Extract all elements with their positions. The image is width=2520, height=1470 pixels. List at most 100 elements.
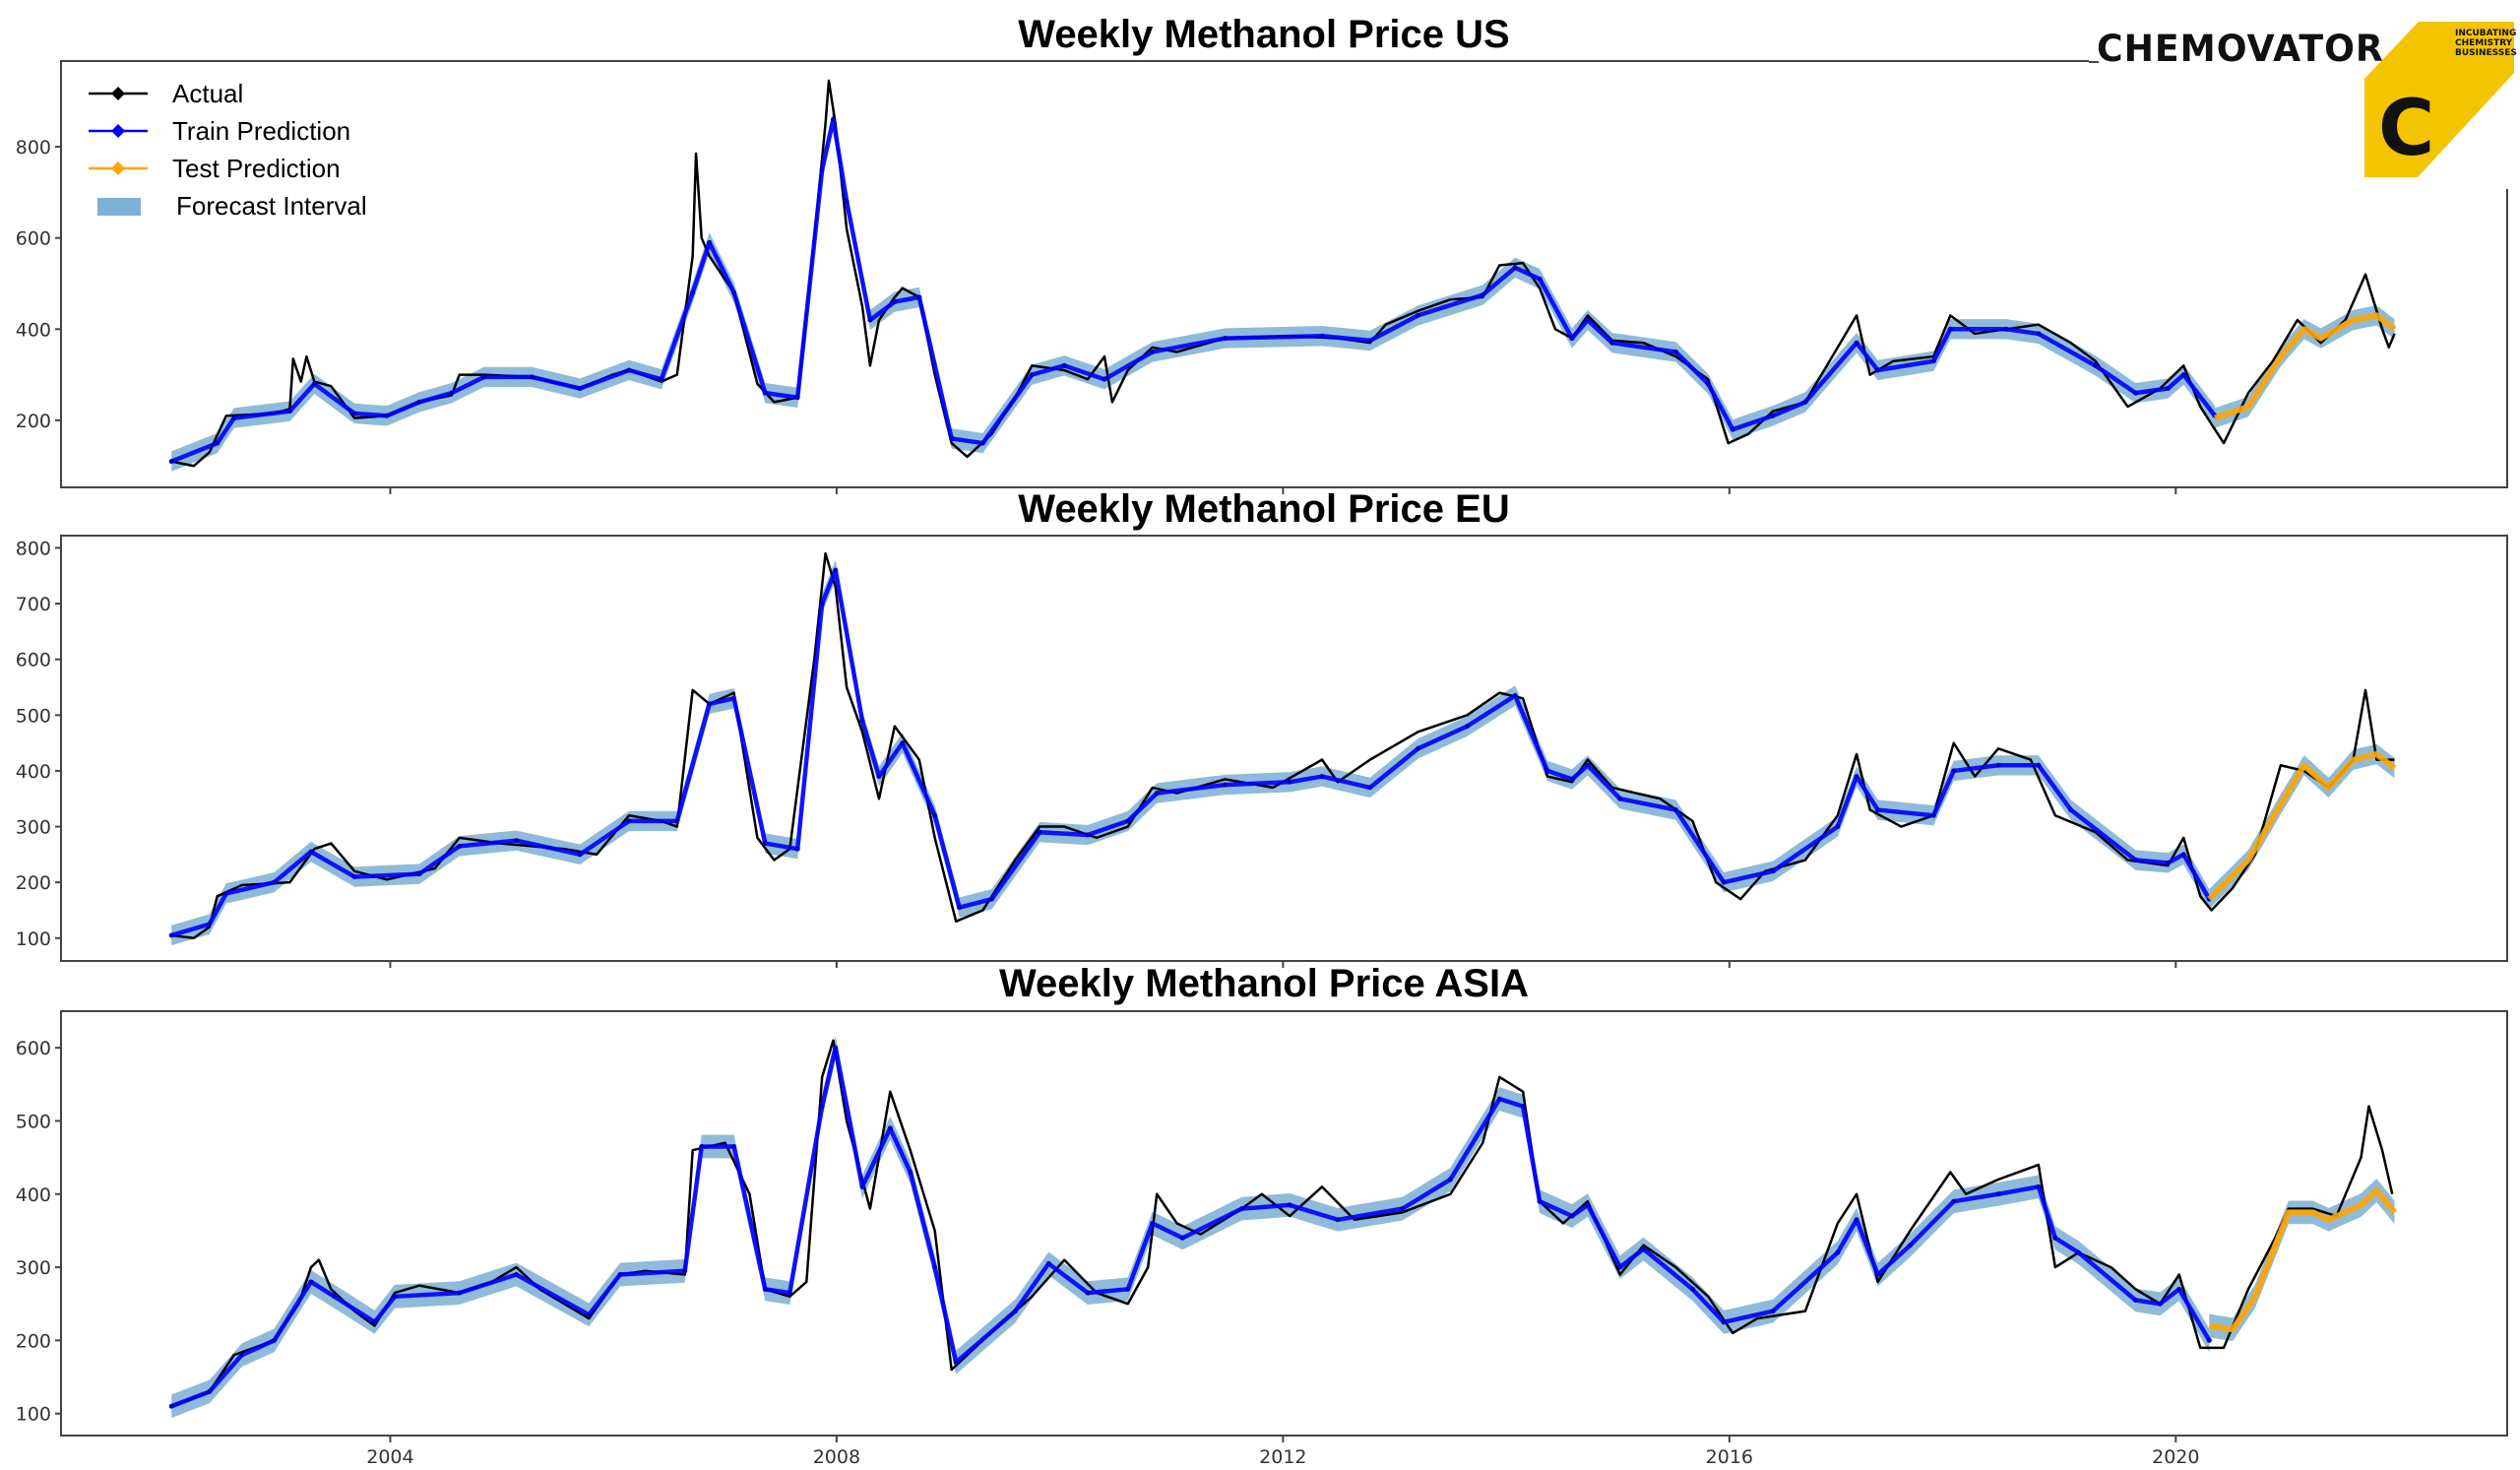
train-prediction-point xyxy=(2180,372,2186,378)
train-prediction-point xyxy=(2132,1298,2138,1304)
train-prediction-point xyxy=(617,1272,623,1278)
train-prediction-point xyxy=(1416,312,1421,318)
axes-frame xyxy=(60,535,2508,962)
train-prediction-point xyxy=(1585,1202,1591,1208)
train-prediction-point xyxy=(1770,1309,1776,1314)
train-prediction-point xyxy=(1947,326,1953,332)
y-tick-label: 400 xyxy=(16,1184,51,1206)
train-prediction-point xyxy=(762,841,768,847)
train-prediction-point xyxy=(1995,1191,2001,1197)
train-prediction-point xyxy=(699,1143,705,1149)
logo-rule xyxy=(2089,61,2099,63)
x-tick-label: 2008 xyxy=(813,1446,860,1468)
train-prediction-point xyxy=(682,1268,688,1274)
train-prediction-point xyxy=(1544,768,1550,774)
train-prediction-point xyxy=(1029,372,1035,378)
train-prediction-point xyxy=(1835,824,1841,830)
train-prediction-point xyxy=(762,390,768,396)
y-tick-label: 600 xyxy=(16,228,51,250)
train-prediction-point xyxy=(2206,1337,2212,1343)
train-prediction-point xyxy=(351,874,357,880)
train-prediction-point xyxy=(2036,331,2042,337)
train-prediction-point xyxy=(416,871,422,877)
train-prediction-point xyxy=(731,695,737,701)
chemovator-logo: CHEMOVATOR C INCUBATING CHEMISTRY BUSINE… xyxy=(2089,0,2520,189)
legend: Actual Train Prediction Test Prediction … xyxy=(89,79,367,221)
train-prediction-point xyxy=(626,818,632,824)
y-tick-label: 100 xyxy=(16,928,51,950)
train-prediction-point xyxy=(351,411,357,416)
train-prediction-point xyxy=(2003,326,2009,332)
train-prediction-point xyxy=(1319,333,1325,339)
train-prediction-point xyxy=(1875,807,1881,813)
train-prediction-point xyxy=(1496,1096,1502,1102)
train-prediction-point xyxy=(1569,1213,1575,1219)
train-prediction-point xyxy=(1730,426,1735,432)
train-prediction-point xyxy=(2132,858,2138,863)
train-prediction-point xyxy=(586,1311,592,1317)
train-prediction-point xyxy=(1930,812,1936,818)
svg-text:INCUBATING: INCUBATING xyxy=(2455,29,2516,38)
train-prediction-point xyxy=(168,932,174,938)
train-prediction-point xyxy=(690,289,696,295)
test-prediction-line xyxy=(2207,750,2397,902)
y-tick-label: 200 xyxy=(16,1330,51,1352)
forecast-interval-band xyxy=(171,1036,2210,1419)
x-tick-label: 2016 xyxy=(1706,1446,1753,1468)
train-prediction-point xyxy=(1854,340,1859,346)
train-prediction-point xyxy=(223,890,229,896)
y-tick-label: 200 xyxy=(16,411,51,432)
train-prediction-point xyxy=(392,1294,398,1300)
train-prediction-point xyxy=(2157,1301,2163,1307)
y-tick-label: 100 xyxy=(16,1404,51,1426)
y-tick-label: 600 xyxy=(16,1038,51,1059)
train-prediction-point xyxy=(1835,1249,1841,1255)
chart-title: Weekly Methanol Price EU xyxy=(1018,487,1509,531)
train-prediction-point xyxy=(949,435,955,441)
svg-text:CHEMISTRY: CHEMISTRY xyxy=(2455,38,2513,48)
legend-interval-swatch xyxy=(97,198,141,216)
train-prediction-point xyxy=(819,1104,825,1110)
train-prediction-point xyxy=(707,239,713,245)
train-prediction-point xyxy=(1951,768,1957,774)
train-prediction-point xyxy=(2165,860,2171,865)
svg-text:BUSINESSES: BUSINESSES xyxy=(2455,48,2517,58)
train-prediction-point xyxy=(1930,358,1936,364)
train-prediction-point xyxy=(1045,1260,1051,1266)
legend-test-label: Test Prediction xyxy=(172,154,341,183)
logo-wordmark: CHEMOVATOR xyxy=(2097,28,2384,70)
chart-title: Weekly Methanol Price ASIA xyxy=(999,962,1529,1005)
train-prediction-point xyxy=(2036,762,2042,768)
train-prediction-point xyxy=(932,812,938,818)
train-prediction-point xyxy=(908,1169,914,1175)
train-prediction-point xyxy=(916,294,922,300)
y-tick-label: 600 xyxy=(16,650,51,671)
y-tick-label: 800 xyxy=(16,137,51,159)
train-prediction-point xyxy=(2132,390,2138,396)
train-prediction-point xyxy=(1537,1198,1543,1204)
forecast-interval-band xyxy=(171,559,2210,946)
train-prediction-point xyxy=(1125,818,1131,824)
train-prediction-point xyxy=(1705,381,1711,387)
train-prediction-point xyxy=(1102,376,1107,382)
train-prediction-point xyxy=(1672,349,1678,354)
train-prediction-point xyxy=(1154,791,1160,797)
train-prediction-point xyxy=(887,1125,893,1131)
train-prediction-point xyxy=(231,415,237,421)
train-prediction-point xyxy=(308,849,314,855)
train-prediction-point xyxy=(731,289,737,295)
train-prediction-point xyxy=(1641,1246,1647,1252)
train-prediction-point xyxy=(457,1290,463,1296)
train-prediction-point xyxy=(900,740,906,746)
train-prediction-point xyxy=(286,409,292,415)
train-prediction-point xyxy=(787,1290,792,1296)
train-prediction-point xyxy=(1802,399,1808,405)
train-prediction-point xyxy=(833,1045,839,1051)
y-tick-label: 200 xyxy=(16,872,51,894)
legend-train-marker xyxy=(111,124,125,138)
train-prediction-point xyxy=(272,1337,278,1343)
train-prediction-point xyxy=(1512,692,1518,698)
train-prediction-point xyxy=(1447,1177,1453,1182)
train-prediction-point xyxy=(1179,1235,1185,1241)
